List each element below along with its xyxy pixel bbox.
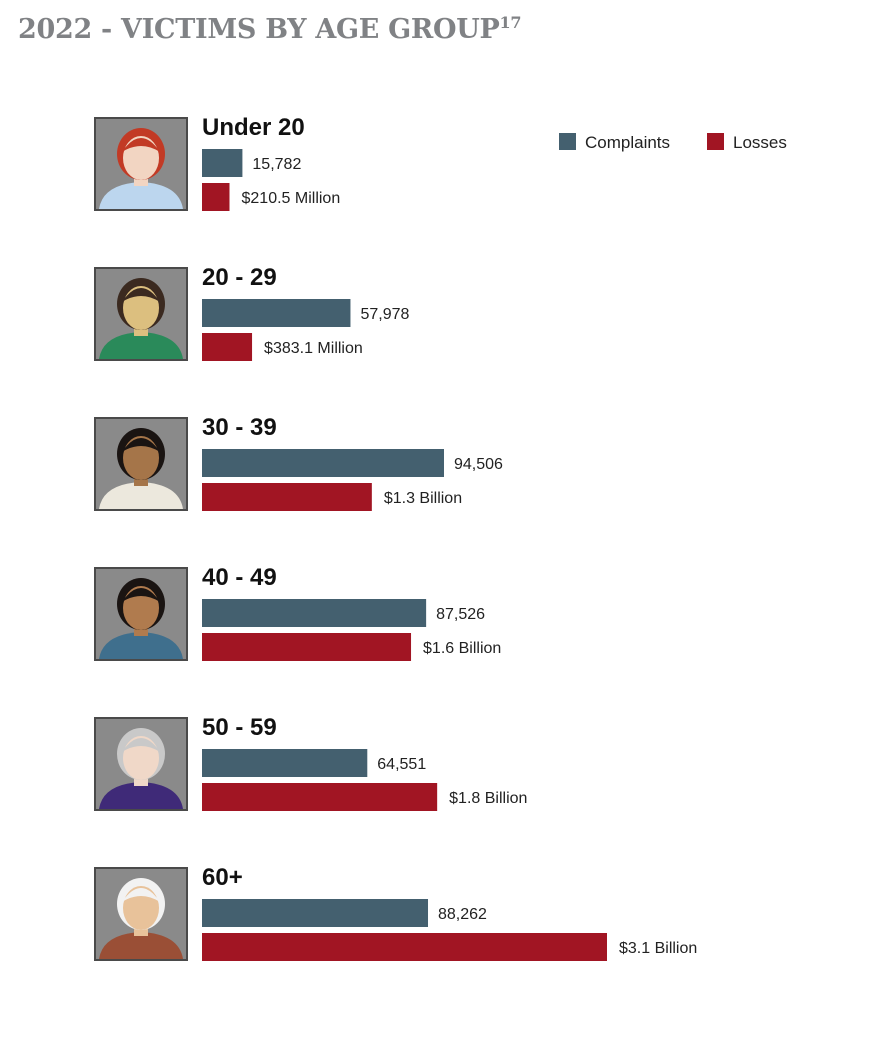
- losses-bar: [202, 633, 412, 661]
- age-group-label: 20 - 29: [202, 264, 277, 291]
- age-group-row: 60+ 88,262 $3.1 Billion: [94, 864, 697, 961]
- avatar-50-59-icon: [94, 717, 188, 811]
- losses-bar: [202, 933, 607, 961]
- avatar-60-plus-icon: [94, 867, 188, 961]
- complaints-value-label: 94,506: [454, 456, 503, 473]
- complaints-bar: [202, 299, 351, 327]
- losses-bar: [202, 483, 372, 511]
- page-title: 2022 - VICTIMS BY AGE GROUP17: [18, 14, 521, 45]
- complaints-value-label: 88,262: [438, 906, 487, 923]
- avatar-30-39-icon: [94, 417, 188, 511]
- age-group-label: 40 - 49: [202, 564, 277, 591]
- complaints-value-label: 15,782: [252, 156, 301, 173]
- complaints-value-label: 64,551: [377, 756, 426, 773]
- losses-value-label: $210.5 Million: [242, 190, 341, 207]
- avatar-under-20-icon: [94, 117, 188, 211]
- age-group-label: 50 - 59: [202, 714, 277, 741]
- age-group-label: 30 - 39: [202, 414, 277, 441]
- age-group-row: 20 - 29 57,978 $383.1 Million: [94, 264, 410, 361]
- avatar-20-29-icon: [94, 267, 188, 361]
- complaints-bar: [202, 449, 444, 477]
- age-group-row: 30 - 39 94,506 $1.3 Billion: [94, 414, 503, 511]
- losses-bar: [202, 183, 230, 211]
- age-group-row: 40 - 49 87,526 $1.6 Billion: [94, 564, 501, 661]
- losses-bar: [202, 333, 253, 361]
- age-group-row: 50 - 59 64,551 $1.8 Billion: [94, 714, 527, 811]
- losses-value-label: $1.8 Billion: [449, 790, 527, 807]
- complaints-bar: [202, 899, 429, 927]
- title-text: 2022 - VICTIMS BY AGE GROUP: [18, 14, 500, 45]
- complaints-bar: [202, 749, 368, 777]
- legend-swatch-losses: [707, 133, 724, 150]
- age-group-row: Under 20 15,782 $210.5 Million: [94, 114, 341, 211]
- losses-value-label: $1.3 Billion: [384, 490, 462, 507]
- age-group-label: 60+: [202, 864, 243, 891]
- title-footnote: 17: [499, 13, 522, 32]
- losses-value-label: $383.1 Million: [264, 340, 363, 357]
- legend: Complaints Losses: [559, 133, 787, 152]
- complaints-bar: [202, 149, 243, 177]
- complaints-bar: [202, 599, 427, 627]
- avatar-40-49-icon: [94, 567, 188, 661]
- legend-label-losses: Losses: [733, 133, 787, 152]
- losses-value-label: $3.1 Billion: [619, 940, 697, 957]
- legend-swatch-complaints: [559, 133, 576, 150]
- complaints-value-label: 87,526: [436, 606, 485, 623]
- losses-value-label: $1.6 Billion: [423, 640, 501, 657]
- complaints-value-label: 57,978: [360, 306, 409, 323]
- legend-label-complaints: Complaints: [585, 133, 670, 152]
- age-group-label: Under 20: [202, 114, 305, 141]
- losses-bar: [202, 783, 438, 811]
